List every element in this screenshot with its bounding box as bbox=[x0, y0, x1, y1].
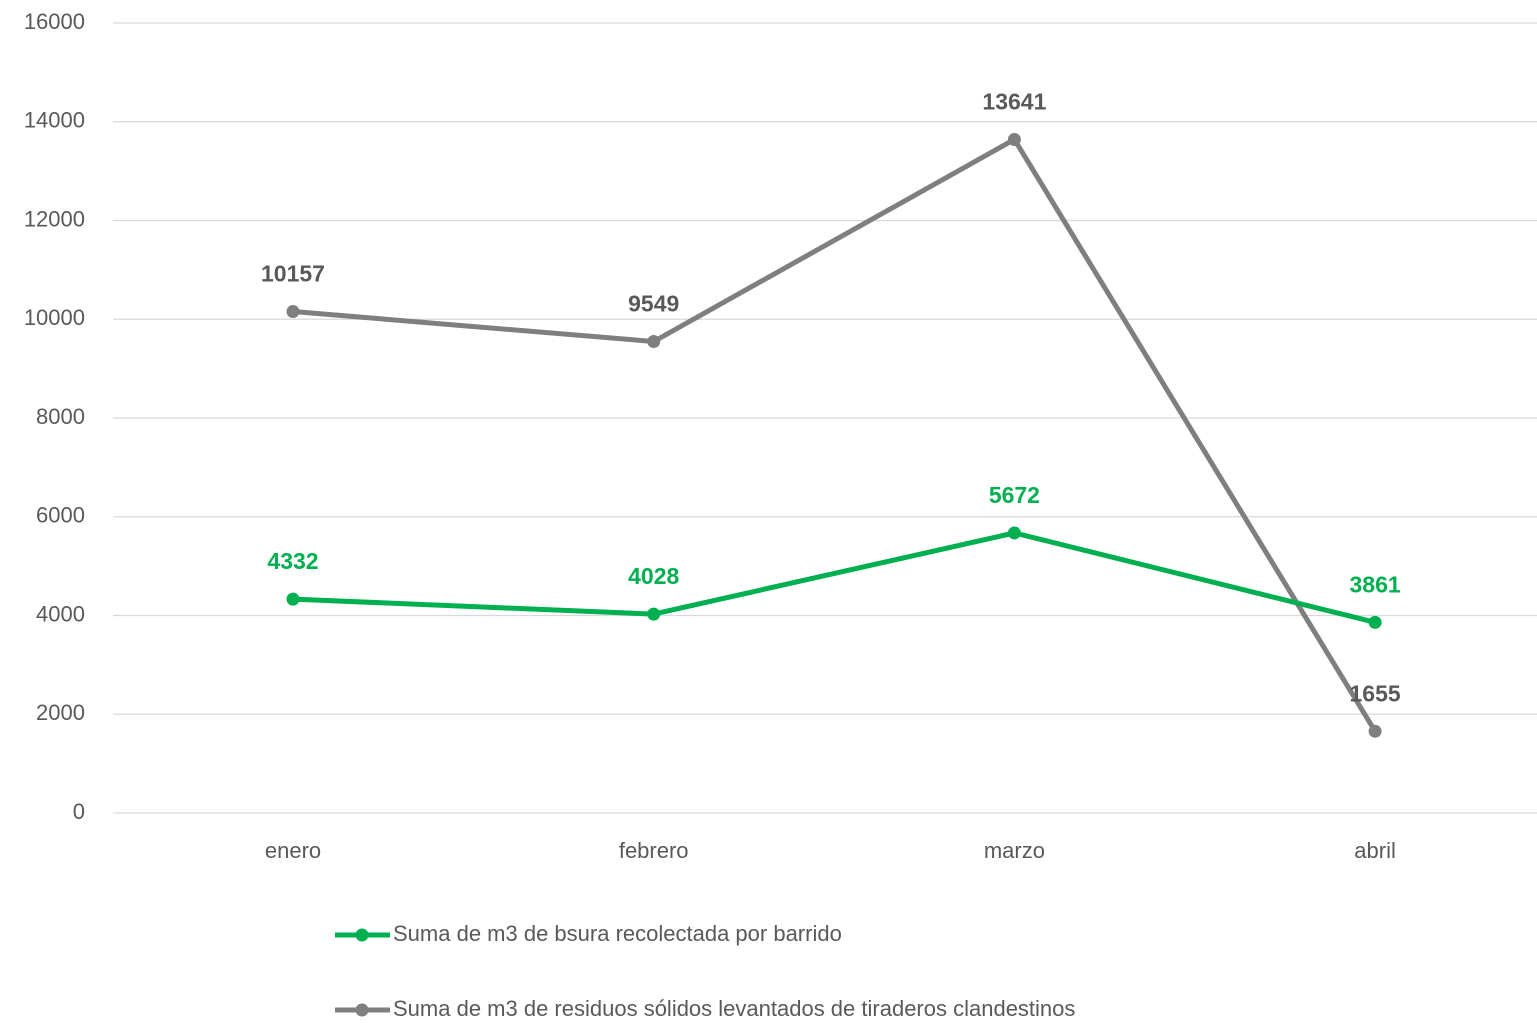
y-tick-label: 8000 bbox=[36, 404, 85, 429]
point bbox=[1007, 132, 1021, 146]
point bbox=[286, 592, 300, 606]
value-label: 9549 bbox=[628, 291, 679, 317]
y-tick-label: 0 bbox=[73, 799, 85, 824]
point bbox=[1368, 615, 1382, 629]
legend-marker bbox=[355, 1003, 369, 1017]
x-tick-label: febrero bbox=[619, 838, 689, 863]
series-line bbox=[292, 136, 1378, 733]
point bbox=[647, 335, 661, 349]
value-label: 3861 bbox=[1350, 571, 1401, 597]
value-label: 4332 bbox=[267, 548, 318, 574]
x-tick-label: marzo bbox=[984, 838, 1045, 863]
point bbox=[647, 607, 661, 621]
point bbox=[286, 304, 300, 318]
value-label: 4028 bbox=[628, 563, 679, 589]
y-tick-label: 10000 bbox=[24, 305, 85, 330]
y-tick-label: 12000 bbox=[24, 206, 85, 231]
legend-marker bbox=[355, 928, 369, 942]
y-tick-label: 16000 bbox=[24, 9, 85, 34]
value-label: 5672 bbox=[989, 482, 1040, 508]
x-tick-label: abril bbox=[1354, 838, 1396, 863]
value-label: 1655 bbox=[1350, 680, 1401, 706]
y-tick-label: 6000 bbox=[36, 503, 85, 528]
legend-label: Suma de m3 de residuos sólidos levantado… bbox=[393, 996, 1075, 1021]
x-tick-label: enero bbox=[265, 838, 321, 863]
value-label: 10157 bbox=[261, 261, 325, 287]
y-tick-label: 14000 bbox=[24, 108, 85, 133]
series-line bbox=[292, 530, 1376, 625]
point bbox=[1007, 526, 1021, 540]
y-tick-label: 2000 bbox=[36, 700, 85, 725]
value-label: 13641 bbox=[982, 89, 1046, 115]
point bbox=[1368, 724, 1382, 738]
legend-label: Suma de m3 de bsura recolectada por barr… bbox=[393, 921, 842, 946]
y-tick-label: 4000 bbox=[36, 601, 85, 626]
